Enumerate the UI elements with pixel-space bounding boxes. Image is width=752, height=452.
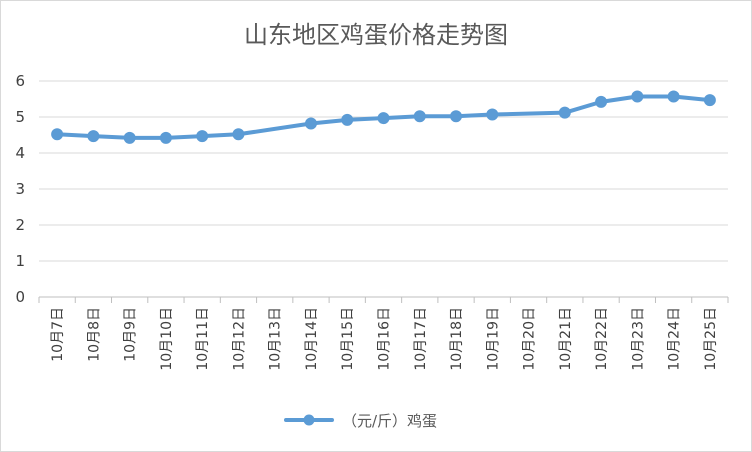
x-tick-label: 10月21日 (558, 307, 574, 371)
x-tick-label: 10月24日 (667, 307, 683, 371)
y-tick-label: 4 (15, 144, 25, 162)
data-point (51, 128, 64, 141)
data-point (304, 117, 317, 130)
chart-title: 山东地区鸡蛋价格走势图 (244, 21, 508, 49)
data-point (413, 110, 426, 123)
data-point (667, 90, 680, 103)
data-point (196, 130, 209, 143)
x-tick-label: 10月25日 (703, 307, 719, 371)
data-point (595, 95, 608, 108)
x-tick-label: 10月7日 (50, 307, 66, 362)
data-point (450, 110, 463, 123)
x-tick-label: 10月18日 (449, 307, 465, 371)
x-tick-label: 10月13日 (268, 307, 284, 371)
y-tick-label: 1 (15, 252, 25, 270)
x-axis: 10月7日 10月8日 10月9日 10月10日 10月11日 10月12日 10月13日 1… (38, 297, 729, 371)
series-layer (51, 90, 716, 144)
x-tick-label: 10月8日 (86, 307, 102, 362)
data-point (123, 131, 136, 144)
y-tick-label: 3 (15, 180, 25, 198)
x-tick-label: 10月17日 (413, 307, 429, 371)
data-point (232, 128, 245, 141)
x-tick-label: 10月10日 (159, 307, 175, 371)
x-tick-label: 10月19日 (485, 307, 501, 371)
data-point (87, 130, 100, 143)
y-tick-label: 6 (15, 72, 25, 90)
legend-marker (303, 414, 315, 426)
x-tick-label: 10月11日 (195, 307, 211, 371)
x-tick-label: 10月12日 (231, 307, 247, 371)
y-tick-label: 2 (15, 216, 25, 234)
legend-label: （元/斤）鸡蛋 (342, 412, 437, 430)
y-tick-label: 0 (15, 288, 25, 306)
legend: （元/斤）鸡蛋 (284, 412, 437, 430)
x-tick-label: 10月22日 (594, 307, 610, 371)
x-tick-label: 10月15日 (340, 307, 356, 371)
data-point (558, 106, 571, 119)
data-point (486, 108, 499, 121)
data-point (703, 94, 716, 107)
data-point (341, 113, 354, 126)
x-tick-label: 10月23日 (630, 307, 646, 371)
y-axis: 0 1 2 3 4 5 6 (15, 72, 25, 306)
x-tick-label: 10月20日 (522, 307, 538, 371)
x-tick-label: 10月9日 (123, 307, 139, 362)
x-tick-label: 10月16日 (377, 307, 393, 371)
x-tick-label: 10月14日 (304, 307, 320, 371)
data-point (631, 90, 644, 103)
data-point (159, 131, 172, 144)
data-point (377, 112, 390, 125)
y-tick-label: 5 (15, 108, 25, 126)
